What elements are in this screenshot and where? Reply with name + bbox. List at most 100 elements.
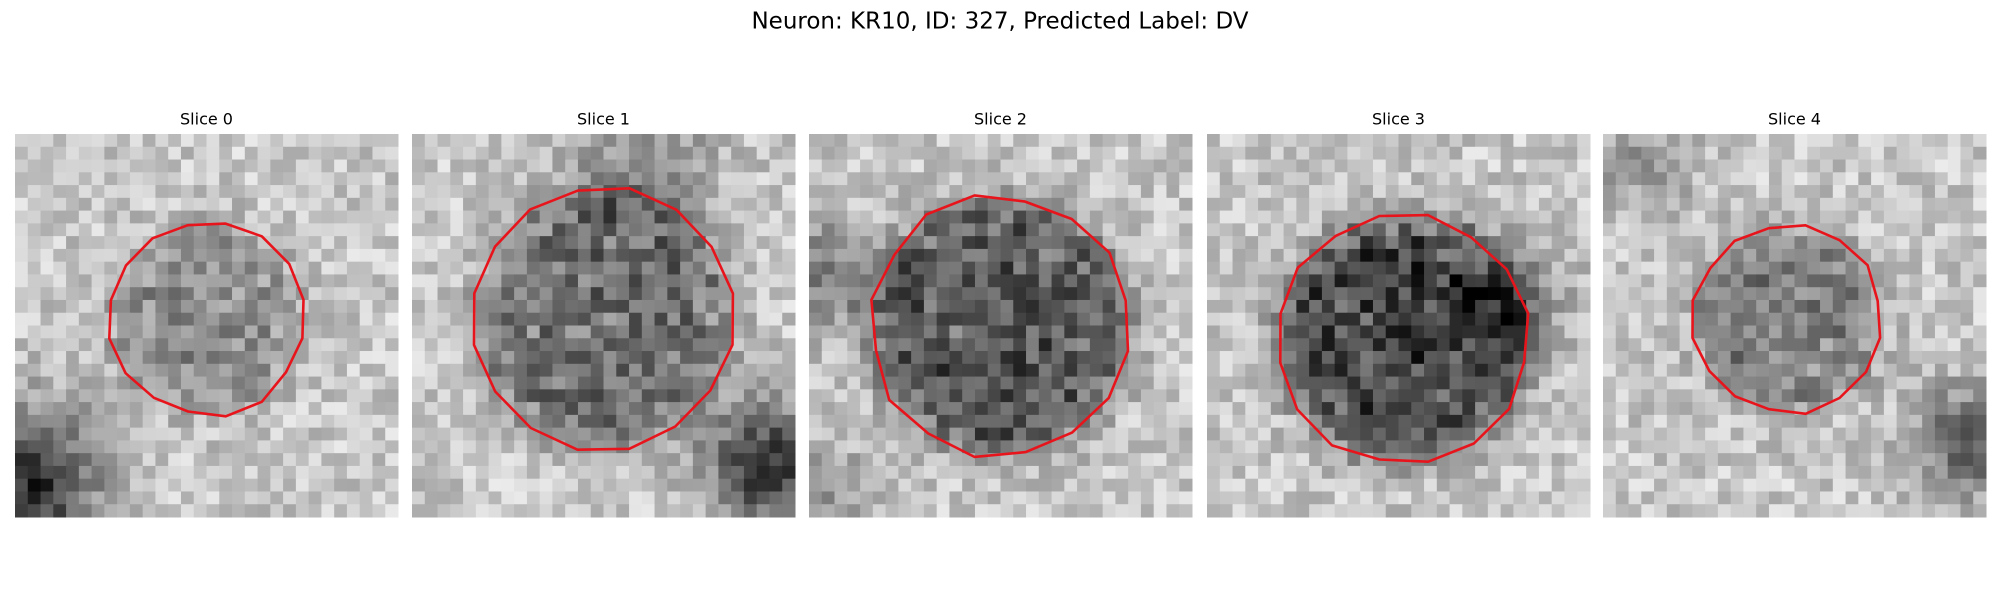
pixel <box>654 312 668 326</box>
pixel <box>412 389 426 403</box>
pixel <box>1730 299 1744 314</box>
pixel <box>1462 402 1476 416</box>
pixel <box>1577 197 1591 212</box>
pixel <box>1000 351 1014 365</box>
pixel <box>359 427 373 441</box>
pixel <box>1705 351 1719 365</box>
pixel <box>385 248 399 263</box>
pixel <box>1283 325 1297 339</box>
pixel <box>1922 427 1936 441</box>
pixel <box>1360 236 1374 250</box>
pixel <box>743 453 758 467</box>
pixel <box>168 325 182 339</box>
pixel <box>1909 159 1923 173</box>
pixel <box>603 414 617 429</box>
pixel <box>1398 146 1412 161</box>
pixel <box>1026 210 1040 224</box>
pixel <box>257 338 271 352</box>
pixel <box>270 453 284 467</box>
pixel <box>168 197 182 212</box>
pixel <box>1756 134 1770 148</box>
pixel <box>1513 325 1527 339</box>
pixel <box>53 465 67 480</box>
pixel <box>1641 414 1655 429</box>
pixel <box>372 197 386 212</box>
pixel <box>1564 185 1578 199</box>
pixel <box>1475 351 1489 365</box>
pixel <box>372 146 386 161</box>
pixel <box>501 351 515 365</box>
pixel <box>1321 351 1336 365</box>
pixel <box>1820 338 1834 352</box>
pixel <box>1628 376 1642 390</box>
pixel <box>1128 261 1142 275</box>
pixel <box>1013 363 1027 378</box>
pixel <box>1140 363 1155 378</box>
pixel <box>1538 146 1553 161</box>
pixel <box>219 427 233 441</box>
pixel <box>437 389 451 403</box>
pixel <box>718 287 732 301</box>
pixel <box>1973 363 1987 378</box>
pixel <box>104 261 118 275</box>
pixel <box>475 504 490 518</box>
pixel <box>834 491 848 505</box>
pixel <box>1038 287 1053 301</box>
pixel <box>1679 338 1693 352</box>
pixel <box>437 261 451 275</box>
pixel <box>616 274 630 288</box>
pixel <box>1232 414 1246 429</box>
pixel <box>1922 325 1936 339</box>
pixel <box>782 414 796 429</box>
pixel <box>1717 414 1732 429</box>
pixel <box>782 376 796 390</box>
pixel <box>743 376 758 390</box>
pixel <box>1372 504 1387 518</box>
pixel <box>1000 287 1014 301</box>
pixel <box>1794 210 1808 224</box>
pixel <box>1296 159 1310 173</box>
pixel <box>1717 274 1732 288</box>
pixel <box>257 504 271 518</box>
pixel <box>1449 338 1463 352</box>
pixel <box>1641 274 1655 288</box>
pixel <box>936 274 950 288</box>
pixel <box>1564 287 1578 301</box>
pixel <box>1794 261 1808 275</box>
pixel <box>514 453 528 467</box>
pixel <box>1781 134 1795 148</box>
pixel <box>1743 248 1757 263</box>
pixel <box>552 376 566 390</box>
pixel <box>91 351 105 365</box>
pixel <box>219 197 233 212</box>
pixel <box>1603 172 1617 186</box>
pixel <box>168 134 182 148</box>
pixel <box>1603 261 1617 275</box>
pixel <box>1140 287 1155 301</box>
pixel <box>78 274 93 288</box>
pixel <box>1909 134 1923 148</box>
pixel <box>1820 210 1834 224</box>
pixel <box>1270 287 1285 301</box>
pixel <box>1513 414 1527 429</box>
pixel <box>1258 338 1272 352</box>
pixel <box>1845 351 1859 365</box>
pixel <box>488 236 502 250</box>
pixel <box>1717 389 1732 403</box>
pixel <box>1551 389 1565 403</box>
pixel <box>1077 248 1091 263</box>
pixel <box>641 134 656 148</box>
pixel <box>885 363 899 378</box>
pixel <box>1258 287 1272 301</box>
pixel <box>450 325 464 339</box>
pixel <box>1372 491 1387 505</box>
pixel <box>206 504 220 518</box>
pixel <box>731 376 745 390</box>
pixel <box>565 325 579 339</box>
pixel <box>1436 223 1451 237</box>
pixel <box>1730 185 1744 199</box>
pixel <box>974 363 989 378</box>
pixel <box>590 440 604 454</box>
pixel <box>1577 440 1591 454</box>
pixel <box>1347 274 1361 288</box>
